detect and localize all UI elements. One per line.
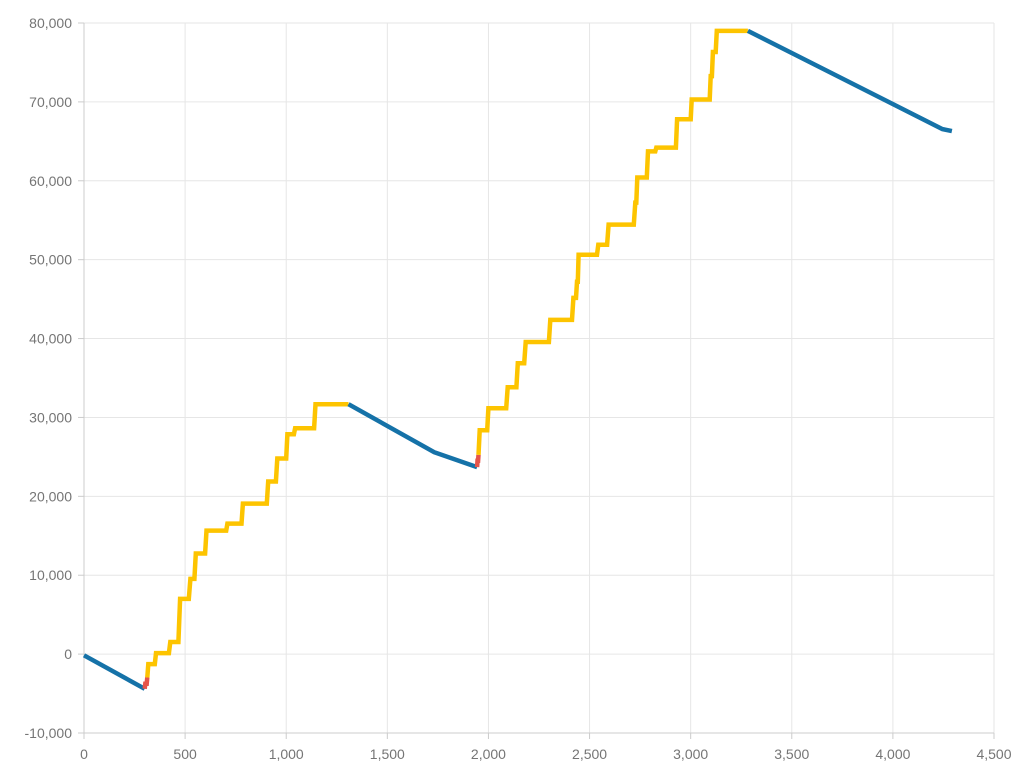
series-segment-win-streak-2 — [476, 28, 748, 456]
y-axis-label-40000: 40,000 — [29, 331, 72, 347]
x-axis-label-3500: 3,500 — [774, 746, 809, 762]
x-axis-label-1000: 1,000 — [269, 746, 304, 762]
y-axis-label-80000: 80,000 — [29, 15, 72, 31]
x-axis-label-2000: 2,000 — [471, 746, 506, 762]
x-axis-label-1500: 1,500 — [370, 746, 405, 762]
series-segment-recovery-2 — [474, 454, 481, 468]
axes — [83, 23, 994, 734]
gridlines — [83, 22, 995, 734]
x-axis-label-0: 0 — [80, 746, 88, 762]
series-segment-decline-3 — [746, 28, 953, 134]
y-axis-label-30000: 30,000 — [29, 409, 72, 425]
series-segment-recovery-1 — [142, 677, 150, 690]
series-segment-decline-2 — [347, 402, 478, 470]
x-axis-label-3000: 3,000 — [673, 746, 708, 762]
axis-labels: -10,000 0 10,000 20,000 30,000 40,000 50,000 60… — [25, 15, 1012, 762]
x-axis-label-4500: 4,500 — [976, 746, 1011, 762]
x-axis-label-500: 500 — [173, 746, 197, 762]
y-axis-label-60000: 60,000 — [29, 173, 72, 189]
series-segment-decline-1 — [82, 653, 146, 691]
y-axis-label-50000: 50,000 — [29, 252, 72, 268]
y-axis-label-0: 0 — [64, 646, 72, 662]
y-axis-label-10000: 10,000 — [29, 567, 72, 583]
tick-marks — [78, 22, 995, 739]
y-axis-label-70000: 70,000 — [29, 94, 72, 110]
y-axis-label--10000: -10,000 — [25, 725, 73, 741]
x-axis-label-4000: 4,000 — [875, 746, 910, 762]
y-axis-label-20000: 20,000 — [29, 488, 72, 504]
series — [82, 28, 953, 691]
x-axis-label-2500: 2,500 — [572, 746, 607, 762]
series-segment-win-streak-1 — [145, 401, 349, 678]
